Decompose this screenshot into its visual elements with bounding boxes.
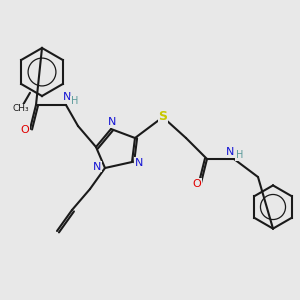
Text: N: N [63, 92, 72, 103]
Text: N: N [134, 158, 143, 168]
Text: CH₃: CH₃ [13, 104, 30, 113]
Text: O: O [20, 124, 29, 135]
Text: N: N [108, 117, 117, 128]
Text: O: O [193, 178, 202, 189]
Text: H: H [71, 96, 78, 106]
Text: N: N [93, 161, 102, 172]
Text: H: H [236, 150, 243, 161]
Text: N: N [226, 147, 235, 158]
Text: S: S [158, 110, 167, 123]
